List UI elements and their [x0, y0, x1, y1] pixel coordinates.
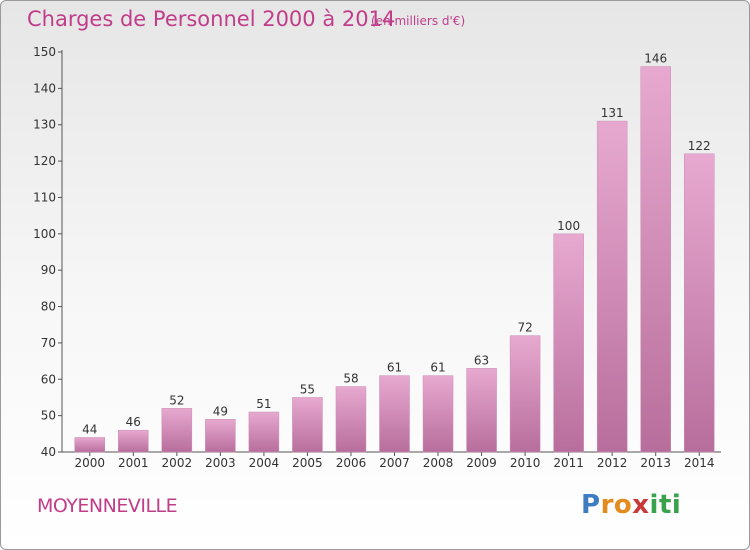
bar-value-label: 63 [474, 353, 489, 367]
y-tick-label: 70 [41, 336, 56, 350]
bar-value-label: 122 [688, 139, 711, 153]
bar [118, 429, 149, 453]
bar-value-label: 61 [430, 361, 445, 375]
x-tick-label: 2009 [466, 456, 497, 470]
y-tick-label: 120 [33, 154, 56, 168]
bar-value-label: 49 [213, 404, 228, 418]
y-tick-label: 40 [41, 445, 56, 459]
bar-value-label: 51 [256, 397, 271, 411]
bar-value-label: 52 [169, 393, 184, 407]
chart-title: Charges de Personnel 2000 à 2014 [27, 7, 396, 31]
y-tick-label: 50 [41, 409, 56, 423]
bar-value-label: 58 [343, 372, 358, 386]
bar [596, 120, 628, 453]
bar [205, 419, 236, 453]
proxiti-logo: Proxiti [581, 490, 681, 520]
bar-value-label: 55 [300, 382, 315, 396]
bar [248, 411, 280, 453]
x-tick-label: 2013 [640, 456, 671, 470]
y-tick-label: 80 [41, 300, 56, 314]
logo-letter: x [632, 490, 650, 520]
logo-letter: o [613, 490, 633, 520]
x-tick-label: 2007 [379, 456, 410, 470]
chart-subtitle: (en milliers d'€) [371, 14, 466, 28]
y-tick-label: 100 [33, 227, 56, 241]
bar [379, 375, 410, 453]
place-name: MOYENNEVILLE [37, 495, 178, 517]
x-tick-label: 2014 [684, 456, 715, 470]
logo-letter: i [671, 490, 682, 520]
bar-value-label: 146 [644, 52, 667, 66]
bar [161, 408, 193, 453]
y-tick-label: 140 [33, 81, 56, 95]
logo-letter: r [600, 490, 614, 520]
x-tick-label: 2010 [510, 456, 541, 470]
bar [335, 386, 367, 453]
bar [74, 437, 106, 453]
axes: 40 50 60 70 80 90 100 110 120 130 140 150 2000 2001 20… [33, 45, 721, 470]
bar [422, 375, 454, 453]
bar [509, 335, 541, 453]
bar [683, 153, 715, 453]
y-tick-label: 130 [33, 118, 56, 132]
bar [292, 397, 323, 453]
bar-value-label: 46 [126, 415, 141, 429]
bar [640, 66, 671, 453]
x-tick-label: 2006 [336, 456, 367, 470]
x-tick-label: 2012 [597, 456, 628, 470]
x-tick-label: 2001 [118, 456, 149, 470]
logo-letter: P [581, 490, 601, 520]
x-tick-label: 2000 [74, 456, 105, 470]
y-tick-label: 60 [41, 372, 56, 386]
bar [466, 368, 497, 453]
bar-value-label: 100 [557, 219, 580, 233]
bar-value-label: 44 [82, 422, 97, 436]
x-tick-label: 2003 [205, 456, 236, 470]
logo-letter: i [649, 490, 659, 520]
bar-value-label: 61 [387, 361, 402, 375]
x-tick-label: 2011 [553, 456, 584, 470]
x-tick-label: 2008 [423, 456, 454, 470]
y-tick-label: 110 [33, 190, 56, 204]
x-tick-label: 2004 [249, 456, 280, 470]
bar-value-label: 131 [601, 106, 624, 120]
bar-value-label: 72 [517, 321, 532, 335]
y-tick-label: 150 [33, 45, 56, 59]
bar [553, 233, 584, 453]
logo-letter: t [658, 490, 672, 520]
x-tick-label: 2002 [162, 456, 193, 470]
bars: 44 46 52 49 51 55 58 61 61 63 72 100 131 146 122 [74, 52, 715, 453]
y-tick-label: 90 [41, 263, 56, 277]
x-tick-label: 2005 [292, 456, 323, 470]
